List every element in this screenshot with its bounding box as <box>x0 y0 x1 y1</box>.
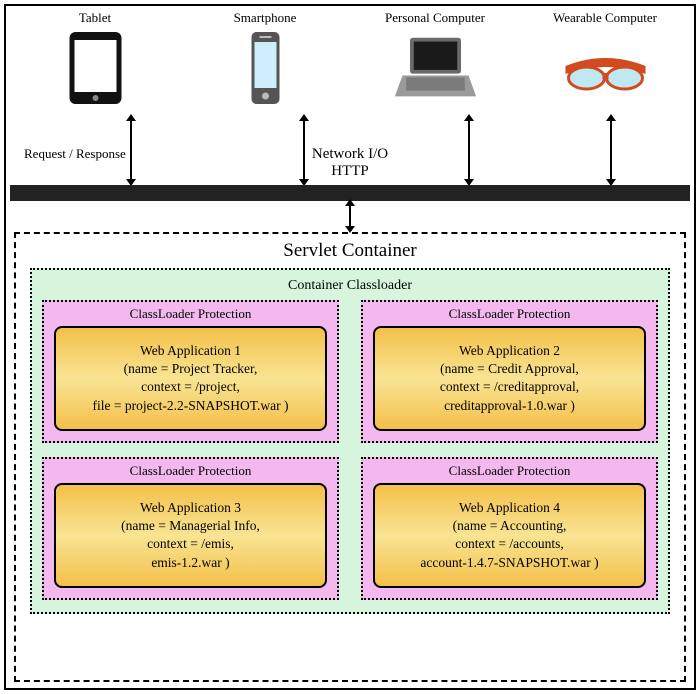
webapp-file: file = project-2.2-SNAPSHOT.war ) <box>60 397 321 415</box>
webapp-context: context = /project, <box>60 378 321 396</box>
container-classloader: Container Classloader ClassLoader Protec… <box>30 268 670 614</box>
webapp-title: Web Application 3 <box>60 499 321 517</box>
servlet-container: Servlet Container Container Classloader … <box>14 232 686 682</box>
arrow-bar-to-container <box>349 205 351 227</box>
device-smartphone: Smartphone <box>190 10 340 108</box>
webapp-title: Web Application 2 <box>379 342 640 360</box>
webapp-4: Web Application 4 (name = Accounting, co… <box>373 483 646 588</box>
device-label: Smartphone <box>234 10 297 26</box>
webapp-name: (name = Credit Approval, <box>379 360 640 378</box>
tablet-icon <box>53 28 138 108</box>
device-label: Tablet <box>79 10 111 26</box>
webapp-3: Web Application 3 (name = Managerial Inf… <box>54 483 327 588</box>
device-wearable: Wearable Computer <box>530 10 680 108</box>
classloader-title: Container Classloader <box>42 276 658 300</box>
glasses-icon <box>558 28 653 108</box>
webapp-title: Web Application 4 <box>379 499 640 517</box>
protection-title: ClassLoader Protection <box>54 463 327 479</box>
apps-grid: ClassLoader Protection Web Application 1… <box>42 300 658 600</box>
webapp-context: context = /accounts, <box>379 535 640 553</box>
webapp-2: Web Application 2 (name = Credit Approva… <box>373 326 646 431</box>
webapp-file: account-1.4.7-SNAPSHOT.war ) <box>379 554 640 572</box>
network-label: Network I/O HTTP <box>0 146 700 179</box>
protection-title: ClassLoader Protection <box>373 463 646 479</box>
protection-4: ClassLoader Protection Web Application 4… <box>361 457 658 600</box>
protection-3: ClassLoader Protection Web Application 3… <box>42 457 339 600</box>
webapp-name: (name = Accounting, <box>379 517 640 535</box>
webapp-1: Web Application 1 (name = Project Tracke… <box>54 326 327 431</box>
webapp-title: Web Application 1 <box>60 342 321 360</box>
device-label: Personal Computer <box>385 10 485 26</box>
protection-2: ClassLoader Protection Web Application 2… <box>361 300 658 443</box>
webapp-name: (name = Managerial Info, <box>60 517 321 535</box>
device-row: Tablet Smartphone Personal Computer Wear… <box>10 10 690 115</box>
device-label: Wearable Computer <box>553 10 657 26</box>
webapp-context: context = /emis, <box>60 535 321 553</box>
protection-title: ClassLoader Protection <box>373 306 646 322</box>
servlet-title: Servlet Container <box>16 240 684 262</box>
device-tablet: Tablet <box>20 10 170 108</box>
device-pc: Personal Computer <box>360 10 510 108</box>
protection-title: ClassLoader Protection <box>54 306 327 322</box>
webapp-file: emis-1.2.war ) <box>60 554 321 572</box>
laptop-icon <box>393 28 478 108</box>
smartphone-icon <box>223 28 308 108</box>
webapp-file: creditapproval-1.0.war ) <box>379 397 640 415</box>
protection-1: ClassLoader Protection Web Application 1… <box>42 300 339 443</box>
webapp-name: (name = Project Tracker, <box>60 360 321 378</box>
network-line2: HTTP <box>331 163 369 179</box>
network-line1: Network I/O <box>312 146 388 162</box>
webapp-context: context = /creditapproval, <box>379 378 640 396</box>
